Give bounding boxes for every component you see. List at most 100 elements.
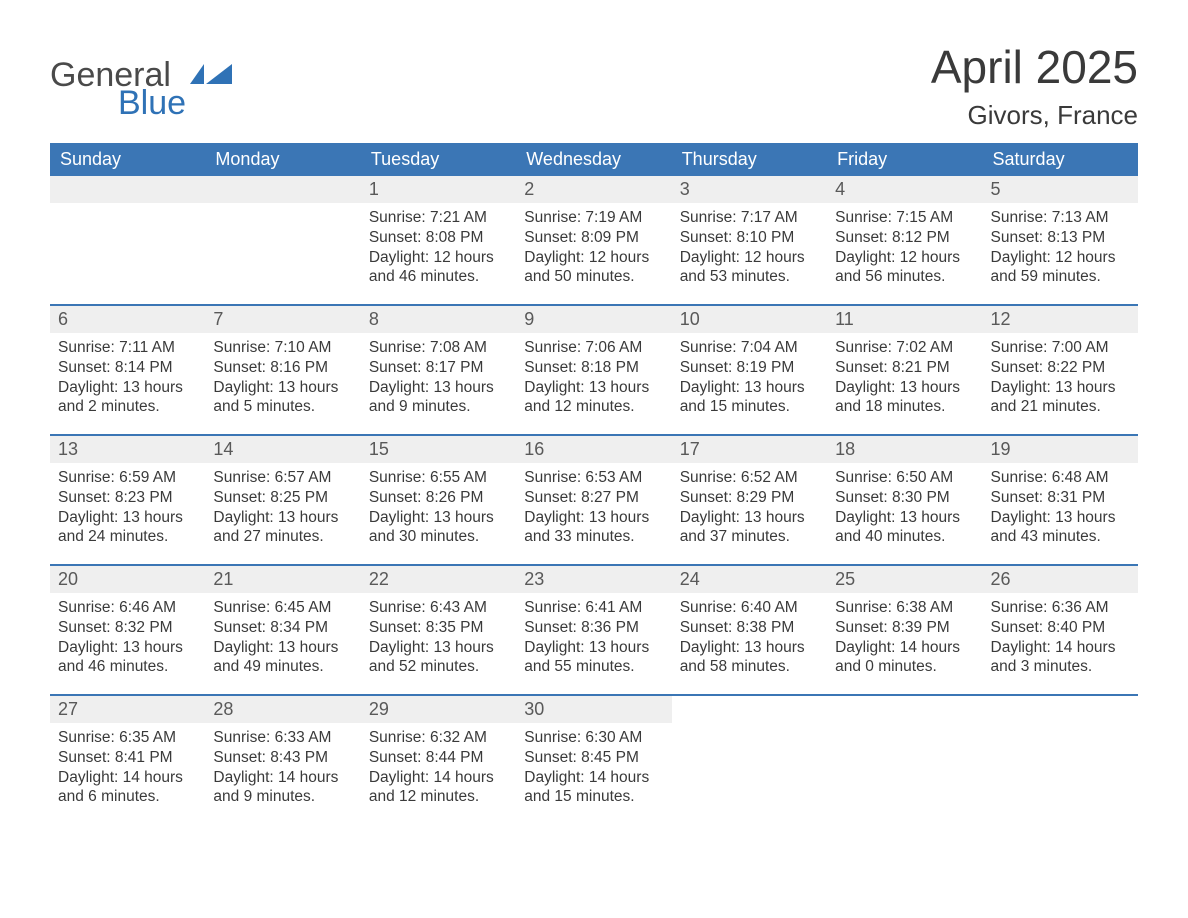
day-details: Sunrise: 6:36 AMSunset: 8:40 PMDaylight:…	[983, 593, 1138, 685]
day-number: 10	[672, 306, 827, 333]
day-number: 24	[672, 566, 827, 593]
day-cell: 6 Sunrise: 7:11 AMSunset: 8:14 PMDaylight…	[50, 306, 205, 434]
day-cell: 20Sunrise: 6:46 AMSunset: 8:32 PMDayligh…	[50, 566, 205, 694]
sunset-line: Sunset: 8:32 PM	[58, 618, 197, 638]
sunrise-line: Sunrise: 7:17 AM	[680, 208, 819, 228]
location-label: Givors, France	[931, 100, 1138, 131]
daylight-line: Daylight: 13 hours and 30 minutes.	[369, 508, 508, 548]
sunset-line: Sunset: 8:19 PM	[680, 358, 819, 378]
day-details: Sunrise: 6:57 AMSunset: 8:25 PMDaylight:…	[205, 463, 360, 555]
sunset-line: Sunset: 8:39 PM	[835, 618, 974, 638]
day-cell: 19Sunrise: 6:48 AMSunset: 8:31 PMDayligh…	[983, 436, 1138, 564]
sunset-line: Sunset: 8:34 PM	[213, 618, 352, 638]
sunrise-line: Sunrise: 7:04 AM	[680, 338, 819, 358]
day-number: 8	[361, 306, 516, 333]
day-number: 15	[361, 436, 516, 463]
sunset-line: Sunset: 8:43 PM	[213, 748, 352, 768]
header-row: General Blue April 2025 Givors, France	[50, 40, 1138, 131]
day-cell: 5Sunrise: 7:13 AMSunset: 8:13 PMDaylight…	[983, 176, 1138, 304]
daylight-line: Daylight: 13 hours and 18 minutes.	[835, 378, 974, 418]
sunrise-line: Sunrise: 7:02 AM	[835, 338, 974, 358]
day-cell	[827, 696, 982, 824]
day-cell: 7Sunrise: 7:10 AMSunset: 8:16 PMDaylight…	[205, 306, 360, 434]
daylight-line: Daylight: 12 hours and 53 minutes.	[680, 248, 819, 288]
day-cell: 22Sunrise: 6:43 AMSunset: 8:35 PMDayligh…	[361, 566, 516, 694]
daylight-line: Daylight: 13 hours and 24 minutes.	[58, 508, 197, 548]
day-details: Sunrise: 7:06 AMSunset: 8:18 PMDaylight:…	[516, 333, 671, 425]
day-details: Sunrise: 6:59 AMSunset: 8:23 PMDaylight:…	[50, 463, 205, 555]
daylight-line: Daylight: 13 hours and 2 minutes.	[58, 378, 197, 418]
sunrise-line: Sunrise: 7:10 AM	[213, 338, 352, 358]
sunset-line: Sunset: 8:14 PM	[58, 358, 197, 378]
sunset-line: Sunset: 8:12 PM	[835, 228, 974, 248]
daylight-line: Daylight: 13 hours and 15 minutes.	[680, 378, 819, 418]
title-block: April 2025 Givors, France	[931, 40, 1138, 131]
sunset-line: Sunset: 8:22 PM	[991, 358, 1130, 378]
sunset-line: Sunset: 8:16 PM	[213, 358, 352, 378]
sunrise-line: Sunrise: 6:46 AM	[58, 598, 197, 618]
day-number: 11	[827, 306, 982, 333]
day-number: 13	[50, 436, 205, 463]
day-cell: 25Sunrise: 6:38 AMSunset: 8:39 PMDayligh…	[827, 566, 982, 694]
sunrise-line: Sunrise: 6:59 AM	[58, 468, 197, 488]
daylight-line: Daylight: 12 hours and 56 minutes.	[835, 248, 974, 288]
day-number: 6	[50, 306, 205, 333]
day-number: 29	[361, 696, 516, 723]
day-details: Sunrise: 7:13 AMSunset: 8:13 PMDaylight:…	[983, 203, 1138, 295]
calendar-grid: SundayMondayTuesdayWednesdayThursdayFrid…	[50, 143, 1138, 824]
sunrise-line: Sunrise: 6:45 AM	[213, 598, 352, 618]
sunset-line: Sunset: 8:40 PM	[991, 618, 1130, 638]
sunrise-line: Sunrise: 7:08 AM	[369, 338, 508, 358]
day-details: Sunrise: 6:41 AMSunset: 8:36 PMDaylight:…	[516, 593, 671, 685]
daylight-line: Daylight: 13 hours and 9 minutes.	[369, 378, 508, 418]
day-cell: 1Sunrise: 7:21 AMSunset: 8:08 PMDaylight…	[361, 176, 516, 304]
weekday-header-row: SundayMondayTuesdayWednesdayThursdayFrid…	[50, 143, 1138, 176]
week-row: 13Sunrise: 6:59 AMSunset: 8:23 PMDayligh…	[50, 434, 1138, 564]
day-number: 12	[983, 306, 1138, 333]
day-cell: 24Sunrise: 6:40 AMSunset: 8:38 PMDayligh…	[672, 566, 827, 694]
sunrise-line: Sunrise: 6:55 AM	[369, 468, 508, 488]
day-cell: 30Sunrise: 6:30 AMSunset: 8:45 PMDayligh…	[516, 696, 671, 824]
daylight-line: Daylight: 14 hours and 0 minutes.	[835, 638, 974, 678]
weekday-sunday: Sunday	[50, 143, 205, 176]
sunrise-line: Sunrise: 6:35 AM	[58, 728, 197, 748]
day-details: Sunrise: 6:55 AMSunset: 8:26 PMDaylight:…	[361, 463, 516, 555]
day-cell: 18Sunrise: 6:50 AMSunset: 8:30 PMDayligh…	[827, 436, 982, 564]
daylight-line: Daylight: 13 hours and 27 minutes.	[213, 508, 352, 548]
sunset-line: Sunset: 8:45 PM	[524, 748, 663, 768]
sunset-line: Sunset: 8:21 PM	[835, 358, 974, 378]
daylight-line: Daylight: 13 hours and 40 minutes.	[835, 508, 974, 548]
day-number: 25	[827, 566, 982, 593]
month-title: April 2025	[931, 40, 1138, 94]
day-cell: 13Sunrise: 6:59 AMSunset: 8:23 PMDayligh…	[50, 436, 205, 564]
day-details: Sunrise: 6:46 AMSunset: 8:32 PMDaylight:…	[50, 593, 205, 685]
daylight-line: Daylight: 12 hours and 46 minutes.	[369, 248, 508, 288]
day-details: Sunrise: 7:17 AMSunset: 8:10 PMDaylight:…	[672, 203, 827, 295]
calendar-page: General Blue April 2025 Givors, France S…	[0, 0, 1188, 874]
weekday-friday: Friday	[827, 143, 982, 176]
sunrise-line: Sunrise: 7:00 AM	[991, 338, 1130, 358]
weekday-tuesday: Tuesday	[361, 143, 516, 176]
day-number: 17	[672, 436, 827, 463]
sunset-line: Sunset: 8:13 PM	[991, 228, 1130, 248]
week-row: 1Sunrise: 7:21 AMSunset: 8:08 PMDaylight…	[50, 176, 1138, 304]
day-number: 9	[516, 306, 671, 333]
sunset-line: Sunset: 8:10 PM	[680, 228, 819, 248]
sunrise-line: Sunrise: 6:48 AM	[991, 468, 1130, 488]
day-details: Sunrise: 7:10 AMSunset: 8:16 PMDaylight:…	[205, 333, 360, 425]
day-details: Sunrise: 6:38 AMSunset: 8:39 PMDaylight:…	[827, 593, 982, 685]
sunrise-line: Sunrise: 7:11 AM	[58, 338, 197, 358]
day-number: 4	[827, 176, 982, 203]
day-details: Sunrise: 6:30 AMSunset: 8:45 PMDaylight:…	[516, 723, 671, 815]
day-number: 20	[50, 566, 205, 593]
day-number: 22	[361, 566, 516, 593]
day-details: Sunrise: 7:00 AMSunset: 8:22 PMDaylight:…	[983, 333, 1138, 425]
day-details: Sunrise: 7:08 AMSunset: 8:17 PMDaylight:…	[361, 333, 516, 425]
daylight-line: Daylight: 14 hours and 15 minutes.	[524, 768, 663, 808]
day-cell	[50, 176, 205, 304]
daylight-line: Daylight: 14 hours and 6 minutes.	[58, 768, 197, 808]
day-cell: 8Sunrise: 7:08 AMSunset: 8:17 PMDaylight…	[361, 306, 516, 434]
day-details: Sunrise: 6:52 AMSunset: 8:29 PMDaylight:…	[672, 463, 827, 555]
sunrise-line: Sunrise: 7:19 AM	[524, 208, 663, 228]
weekday-thursday: Thursday	[672, 143, 827, 176]
